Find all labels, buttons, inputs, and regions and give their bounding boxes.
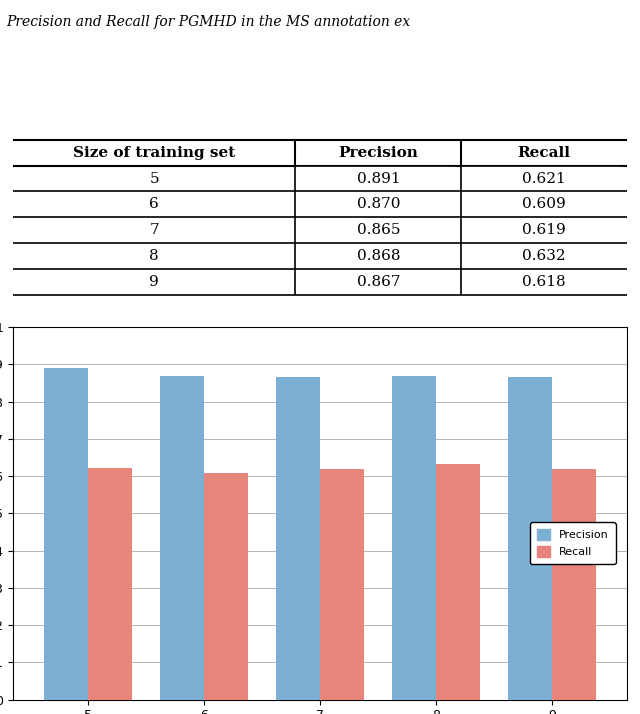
Bar	[552, 469, 596, 700]
Bar	[436, 464, 480, 700]
Bar	[508, 376, 552, 700]
Text: Precision and Recall for PGMHD in the MS annotation ex: Precision and Recall for PGMHD in the MS…	[6, 15, 411, 29]
Bar	[204, 473, 248, 700]
Bar	[392, 376, 436, 700]
Legend: Precision, Recall: Precision, Recall	[530, 523, 616, 564]
Bar	[320, 469, 364, 700]
Bar	[160, 376, 204, 700]
Bar	[276, 378, 320, 700]
Bar	[44, 368, 88, 700]
Bar	[88, 468, 132, 700]
